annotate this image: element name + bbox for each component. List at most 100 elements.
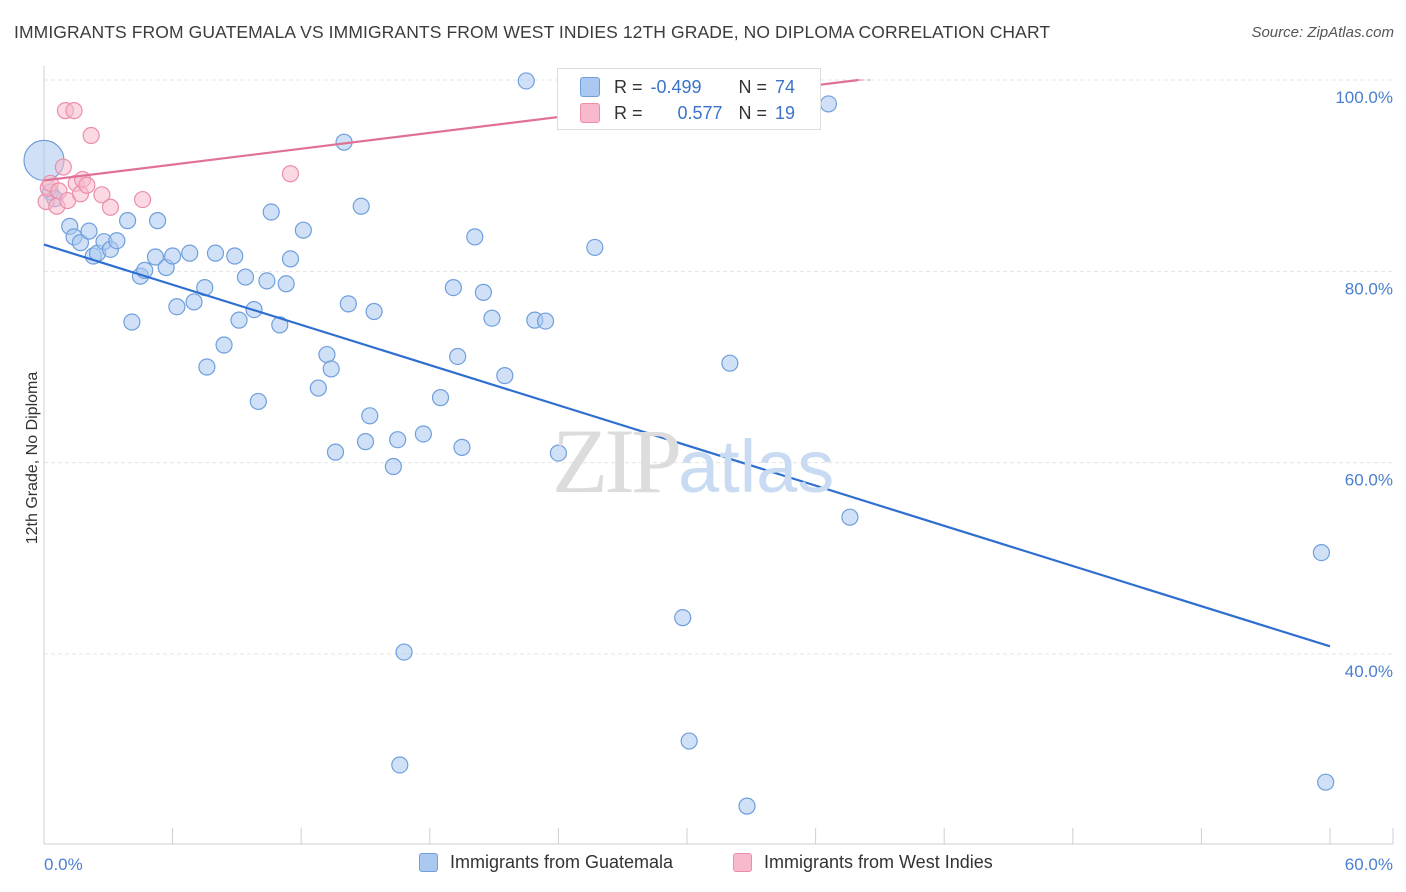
y-tick-label: 80.0% (1345, 279, 1393, 298)
point-guatemala (168, 298, 186, 316)
point-guatemala (365, 302, 383, 321)
stats-r-label: R = (614, 76, 643, 97)
point-west-indies (281, 165, 300, 183)
point-guatemala (318, 345, 336, 364)
point-west-indies (133, 190, 152, 209)
point-guatemala (71, 234, 90, 252)
point-guatemala (258, 272, 276, 290)
stats-swatch-pink (580, 103, 600, 123)
legend-swatch-blue (419, 853, 438, 872)
point-guatemala (123, 313, 141, 331)
point-guatemala (483, 309, 501, 327)
point-guatemala (474, 283, 492, 301)
point-guatemala (356, 433, 375, 451)
x-tick-label: 60.0% (1345, 855, 1393, 874)
point-guatemala (198, 358, 216, 376)
stats-n-value: 74 (775, 76, 796, 97)
stats-box: R = -0.499 N = 74 R = 0.577 N = 19 (557, 68, 821, 130)
trend-lines (43, 78, 1331, 648)
legend-item-west-indies[interactable]: Immigrants from West Indies (733, 852, 993, 873)
y-tick-label: 40.0% (1345, 662, 1393, 681)
point-west-indies (78, 176, 96, 194)
point-guatemala (181, 244, 199, 262)
legend-item-guatemala[interactable]: Immigrants from Guatemala (419, 852, 673, 873)
point-guatemala (680, 732, 698, 750)
y-axis-label: 12th Grade, No Diploma (24, 372, 41, 545)
point-guatemala (549, 444, 568, 462)
point-guatemala (294, 221, 312, 239)
stats-r-label: R = (614, 102, 643, 123)
point-guatemala (80, 222, 98, 240)
stats-swatch-blue (580, 77, 600, 97)
source-label: Source: ZipAtlas.com (1251, 24, 1394, 41)
point-guatemala (164, 247, 182, 265)
x-tick-label: 0.0% (44, 855, 83, 874)
point-guatemala (352, 197, 370, 215)
stats-n-label: N = (738, 102, 768, 123)
grid-lines (44, 79, 1393, 655)
point-guatemala (118, 212, 137, 230)
point-guatemala (449, 347, 467, 366)
point-guatemala (738, 797, 756, 815)
stats-r-value: -0.499 (650, 76, 702, 97)
point-guatemala (496, 367, 514, 385)
tick-labels: 40.0% 60.0% 80.0% 100.0% 0.0% 60.0% (44, 88, 1393, 874)
point-west-indies (54, 158, 72, 176)
point-west-indies (65, 102, 83, 120)
point-guatemala (206, 244, 225, 262)
legend-label-west-indies: Immigrants from West Indies (764, 852, 993, 872)
point-guatemala (1312, 543, 1331, 562)
point-guatemala (339, 295, 357, 313)
chart-title: IMMIGRANTS FROM GUATEMALA VS IMMIGRANTS … (14, 22, 1051, 42)
point-guatemala (586, 238, 604, 257)
point-west-indies (82, 126, 100, 145)
y-tick-label: 100.0% (1335, 88, 1393, 107)
point-guatemala (249, 392, 267, 411)
point-guatemala (215, 336, 233, 354)
y-tick-label: 60.0% (1345, 471, 1393, 490)
point-guatemala (326, 443, 345, 461)
point-guatemala (414, 425, 432, 443)
point-guatemala (185, 293, 203, 311)
point-guatemala (444, 278, 462, 297)
point-guatemala (819, 95, 838, 113)
point-guatemala (322, 360, 340, 378)
point-guatemala (453, 438, 471, 456)
point-guatemala (389, 431, 407, 449)
point-guatemala (262, 203, 280, 221)
point-guatemala (281, 250, 300, 268)
legend-label-guatemala: Immigrants from Guatemala (450, 852, 674, 872)
point-guatemala (395, 643, 413, 661)
point-guatemala (721, 354, 739, 372)
point-guatemala (108, 232, 126, 250)
point-guatemala (271, 316, 289, 334)
point-guatemala (431, 389, 450, 407)
point-guatemala (674, 609, 692, 627)
stats-row-west-indies: R = 0.577 N = 19 (580, 100, 795, 126)
legend-swatch-pink (733, 853, 752, 872)
point-west-indies (101, 198, 120, 216)
point-guatemala (841, 508, 859, 526)
point-guatemala (361, 407, 379, 425)
point-guatemala (517, 72, 535, 90)
point-guatemala (384, 457, 402, 476)
trend-line-guatemala (43, 243, 1331, 648)
point-guatemala (236, 268, 255, 286)
point-guatemala (309, 379, 327, 397)
point-guatemala (230, 311, 248, 329)
point-guatemala (536, 312, 555, 330)
point-guatemala (226, 247, 244, 265)
stats-r-value: 0.577 (677, 102, 723, 123)
point-guatemala (391, 756, 409, 774)
point-guatemala (148, 212, 167, 230)
point-guatemala (1317, 773, 1335, 791)
point-guatemala (146, 248, 165, 266)
point-guatemala (466, 228, 484, 246)
stats-n-label: N = (738, 76, 768, 97)
point-guatemala (277, 275, 295, 293)
stats-n-value: 19 (775, 102, 796, 123)
legend: Immigrants from Guatemala Immigrants fro… (0, 850, 1406, 880)
point-west-indies (93, 186, 111, 204)
stats-row-guatemala: R = -0.499 N = 74 (580, 74, 795, 100)
